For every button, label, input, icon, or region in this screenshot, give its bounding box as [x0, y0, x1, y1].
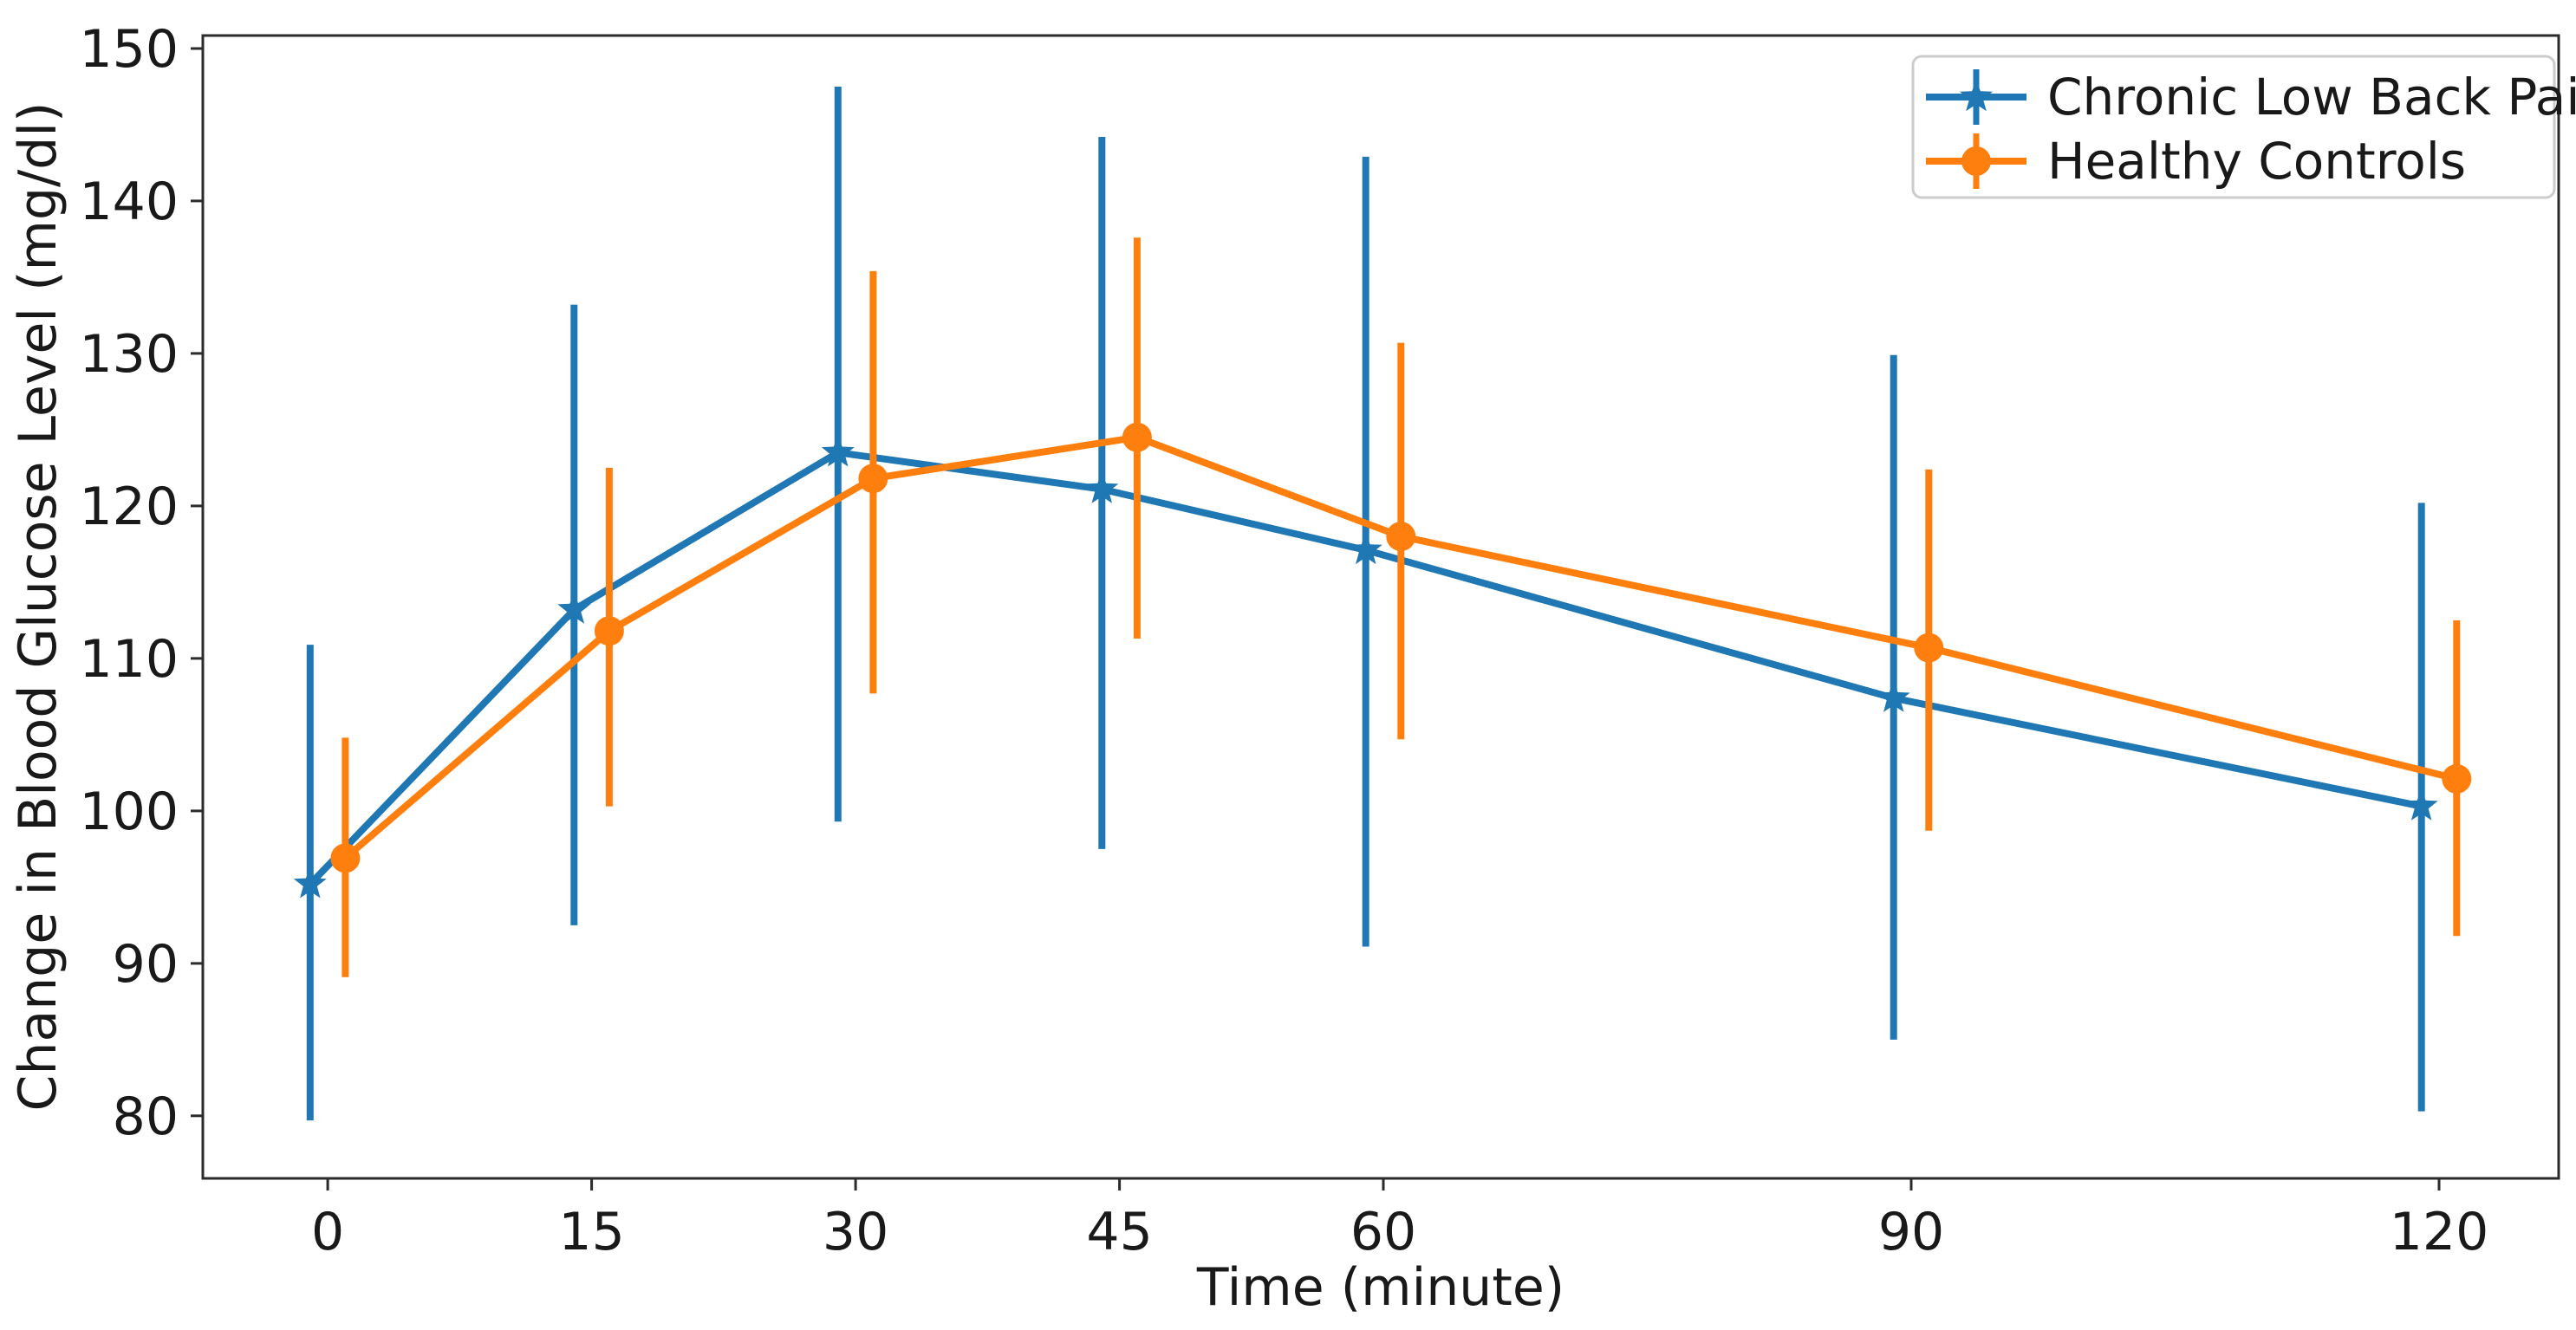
x-tick-label: 45	[1086, 1202, 1152, 1262]
star-marker-0-4	[1349, 532, 1382, 565]
y-axis-title: Change in Blood Glucose Level (mg/dl)	[8, 102, 68, 1112]
legend-circle-marker-icon	[1961, 146, 1991, 176]
x-tick-label: 15	[558, 1202, 624, 1262]
star-marker-0-0	[293, 866, 327, 899]
star-marker-0-2	[821, 435, 855, 467]
circle-marker-1-3	[1122, 422, 1152, 452]
circle-marker-1-1	[594, 616, 624, 646]
legend-box	[1911, 55, 2556, 199]
circle-marker-1-2	[858, 464, 888, 494]
x-tick-label: 60	[1350, 1202, 1416, 1262]
star-marker-0-6	[2404, 788, 2438, 821]
y-tick-label: 90	[113, 934, 179, 995]
legend-label-0: Chronic Low Back Pain	[2047, 68, 2576, 127]
circle-marker-1-6	[2442, 763, 2472, 794]
x-tick-label: 0	[311, 1202, 344, 1262]
x-tick-label: 120	[2390, 1202, 2489, 1262]
y-tick-label: 130	[79, 324, 179, 385]
x-tick-label: 90	[1878, 1202, 1944, 1262]
legend-star-marker-icon	[1960, 80, 1993, 112]
y-tick-label: 100	[79, 782, 179, 842]
y-tick-label: 150	[79, 19, 179, 80]
plot-border	[201, 34, 2560, 1180]
y-tick-label: 80	[113, 1087, 179, 1147]
legend-label-1: Healthy Controls	[2047, 132, 2466, 191]
star-marker-0-3	[1085, 471, 1119, 503]
circle-marker-1-5	[1914, 633, 1944, 663]
x-axis-title: Time (minute)	[1196, 1257, 1564, 1318]
y-tick-label: 110	[79, 629, 179, 690]
star-marker-0-5	[1877, 680, 1910, 712]
y-tick-label: 120	[79, 477, 179, 537]
star-marker-0-1	[557, 592, 591, 624]
circle-marker-1-0	[330, 843, 361, 873]
y-tick-label: 140	[79, 172, 179, 232]
circle-marker-1-4	[1386, 522, 1416, 552]
x-tick-label: 30	[823, 1202, 888, 1262]
